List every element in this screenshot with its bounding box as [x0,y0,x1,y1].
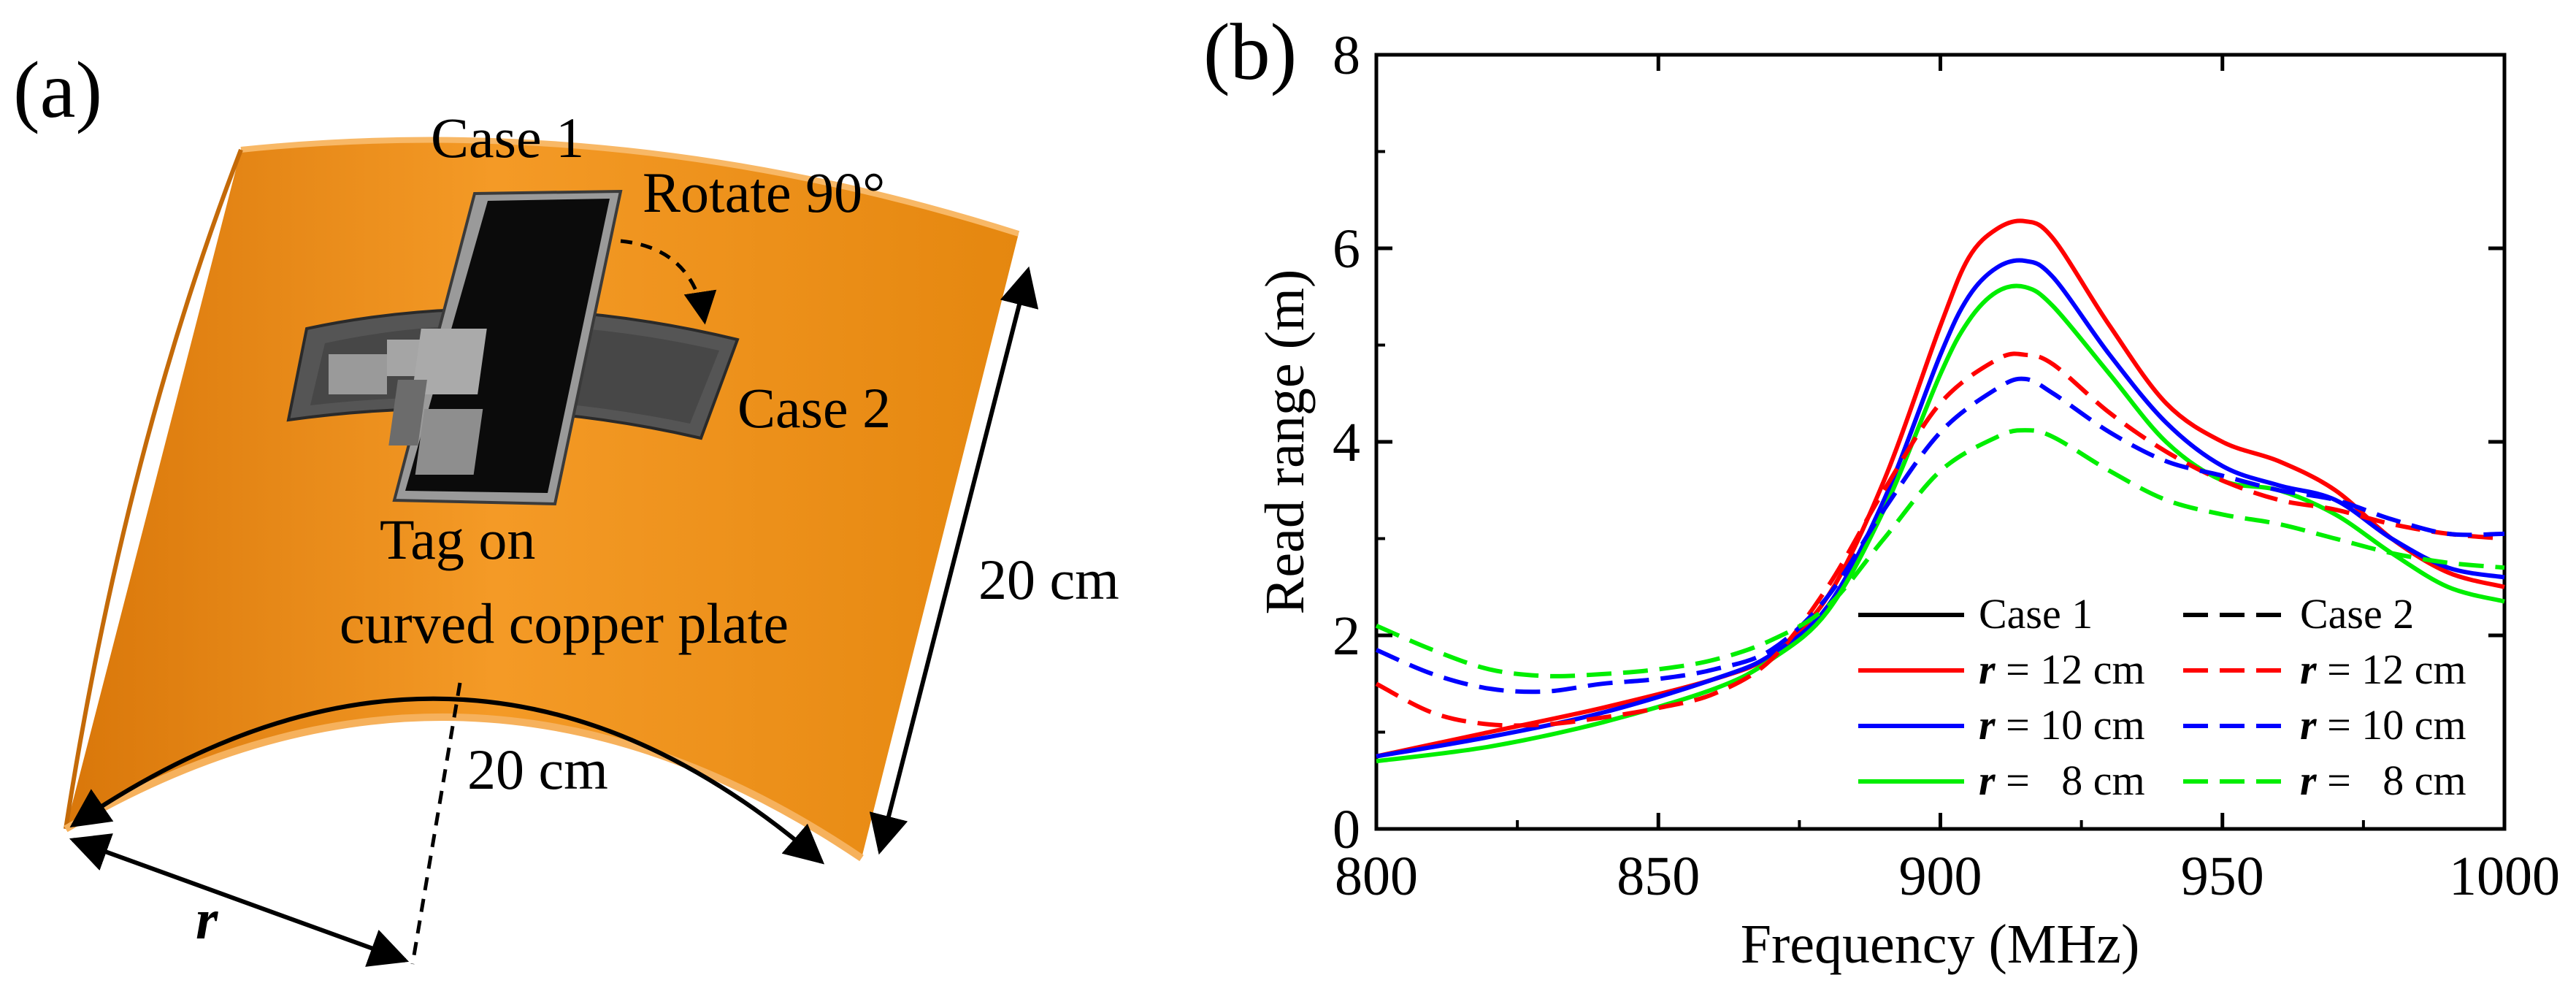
case1-label: Case 1 [431,106,584,169]
x-tick-label-2: 900 [1899,846,1982,907]
series-line-4 [1375,376,2505,695]
x-tick-label-4: 1000 [2449,846,2560,907]
y-tick-label-1: 2 [1333,605,1360,667]
plot-area: 800 850 900 950 1000 0 2 4 6 8 [1333,25,2560,907]
legend-r10-case1-text: r = 10 cm [1979,701,2145,749]
radius-arrow [69,833,410,967]
legend-r8-case1-text: r = 8 cm [1979,757,2145,804]
legend-r10-case2-text: r = 10 cm [2300,701,2466,749]
tick-layer: 800 850 900 950 1000 0 2 4 6 8 [1333,25,2560,907]
legend: Case 1 Case 2 r = 12 cm r = 12 cm r = 10… [1858,590,2466,804]
radius-dashed-line [410,682,462,965]
panel-b-label: (b) [1203,7,1297,96]
tag-label-line2: curved copper plate [340,592,789,655]
x-tick-label-0: 800 [1335,846,1418,907]
series-line-3 [1375,351,2505,728]
panel-b: (b) 800 850 900 950 1000 0 2 4 6 8 Frequency (MHz… [1203,7,2560,975]
y-tick-label-2: 4 [1333,412,1360,473]
height-dimension-arrow [869,266,1039,855]
y-axis-label: Read range (m) [1254,269,1316,615]
tag-label-line1: Tag on [380,508,535,571]
y-tick-label-0: 0 [1333,799,1360,860]
legend-case2-label: Case 2 [2300,590,2414,638]
legend-case1-label: Case 1 [1979,590,2093,638]
series-line-1 [1376,258,2505,759]
panel-a-label: (a) [13,45,102,134]
series-line-2 [1376,283,2505,764]
legend-r12-case1-text: r = 12 cm [1979,646,2145,693]
x-tick-label-1: 850 [1617,846,1700,907]
rotate-arrow [620,239,717,325]
legend-r8-case2-text: r = 8 cm [2300,757,2466,804]
copper-plate-top-edge [240,137,1020,237]
panel-a: (a) Case 1 Rotate 90° Case 2 Tag on curv… [13,45,1119,967]
rotate-label: Rotate 90° [643,161,885,224]
series-line-5 [1375,428,2505,678]
x-tick-label-3: 950 [2181,846,2264,907]
arc-dimension-label: 20 cm [467,738,608,801]
y-tick-label-3: 6 [1333,218,1360,280]
tag-case1 [388,189,623,506]
y-tick-label-4: 8 [1333,25,1360,86]
series-layer [1375,218,2505,764]
legend-r12-case2-text: r = 12 cm [2300,646,2466,693]
arc-dimension-arrow [69,696,825,865]
height-dimension-label: 20 cm [978,548,1119,611]
radius-label: r [196,887,218,951]
case2-label: Case 2 [737,376,891,440]
x-axis-label: Frequency (MHz) [1741,914,2140,975]
copper-plate-left-edge [64,148,243,830]
